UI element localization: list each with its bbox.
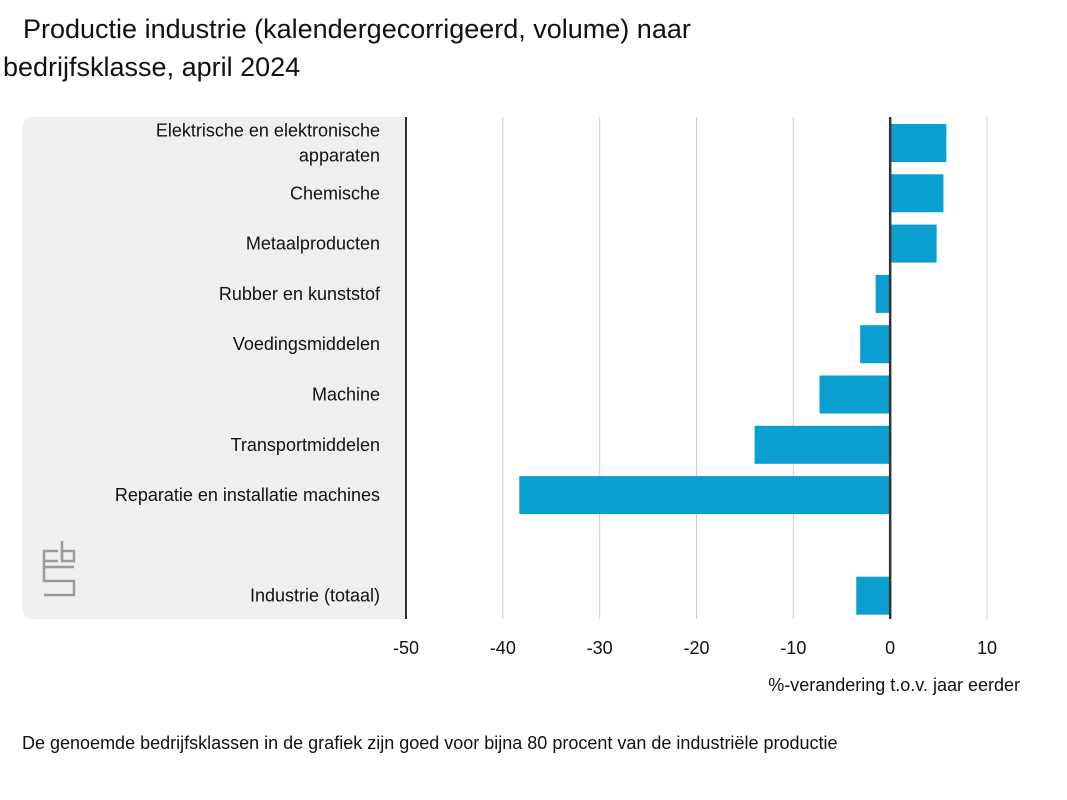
bar: [890, 224, 937, 263]
chart-title: Productie industrie (kalendergecorrigeer…: [3, 10, 803, 86]
x-tick-label: -20: [683, 638, 709, 658]
bar: [519, 476, 891, 515]
category-label-panel: [22, 117, 406, 619]
category-label: Metaalproducten: [246, 234, 380, 254]
x-tick-label: -30: [587, 638, 613, 658]
bars: [519, 117, 947, 619]
cbs-logo-icon: [42, 541, 76, 597]
x-tick-labels: -50 -40 -30 -20 -10 0 10: [393, 638, 997, 658]
x-tick-label: -10: [780, 638, 806, 658]
category-label: Industrie (totaal): [250, 586, 380, 606]
category-label: Rubber en kunststof: [219, 284, 381, 304]
bar: [860, 325, 891, 364]
x-tick-label: 0: [885, 638, 895, 658]
category-labels: Elektrische en elektronische apparaten Che…: [115, 121, 381, 606]
x-tick-label: -50: [393, 638, 419, 658]
x-tick-label: 10: [977, 638, 997, 658]
bar: [754, 425, 891, 464]
category-label: Machine: [312, 385, 380, 405]
bar: [890, 174, 944, 213]
category-label: apparaten: [299, 146, 380, 166]
bar: [890, 124, 947, 162]
bar: [856, 576, 891, 615]
chart-title-line-2: bedrijfsklasse, april 2024: [3, 52, 301, 82]
x-tick-label: -40: [490, 638, 516, 658]
bar-chart: Elektrische en elektronische apparaten Che…: [42, 117, 1020, 695]
category-label: Transportmiddelen: [231, 435, 380, 455]
chart-title-line-1: Productie industrie (kalendergecorrigeer…: [23, 14, 691, 44]
category-label: Reparatie en installatie machines: [115, 485, 380, 505]
bar: [875, 274, 891, 313]
category-label: Voedingsmiddelen: [233, 334, 380, 354]
bar: [819, 375, 891, 414]
category-label: Elektrische en elektronische: [156, 121, 380, 141]
gridlines: [405, 117, 988, 619]
x-axis-label: %-verandering t.o.v. jaar eerder: [768, 675, 1020, 695]
footnote: De genoemde bedrijfsklassen in de grafie…: [22, 733, 838, 753]
category-label: Chemische: [290, 183, 380, 203]
